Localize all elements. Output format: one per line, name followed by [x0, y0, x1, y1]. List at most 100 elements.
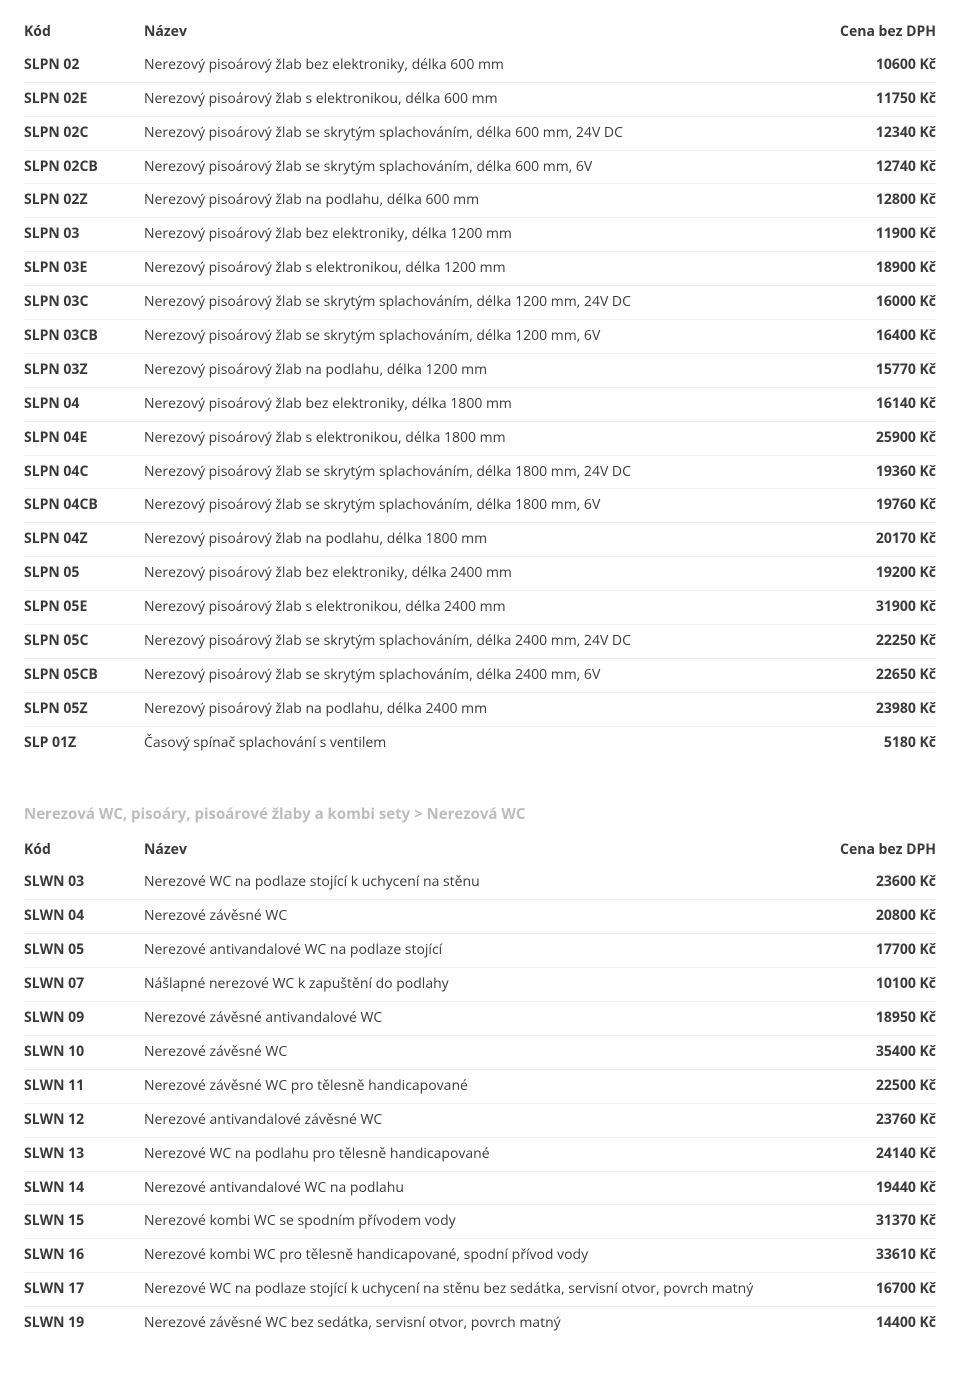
cell-name: Nerezový pisoárový žlab bez elektroniky,…	[144, 387, 806, 421]
table-row: SLPN 03CBNerezový pisoárový žlab se skry…	[24, 320, 936, 354]
cell-code: SLPN 03Z	[24, 353, 144, 387]
cell-code: SLPN 02Z	[24, 184, 144, 218]
cell-code: SLPN 03E	[24, 252, 144, 286]
page: Kód Název Cena bez DPH SLPN 02Nerezový p…	[0, 0, 960, 1380]
cell-code: SLPN 04CB	[24, 489, 144, 523]
cell-name: Nerezový pisoárový žlab s elektronikou, …	[144, 252, 806, 286]
cell-code: SLPN 02CB	[24, 150, 144, 184]
cell-name: Nerezový pisoárový žlab se skrytým splac…	[144, 489, 806, 523]
table-row: SLWN 10Nerezové závěsné WC35400 Kč	[24, 1035, 936, 1069]
cell-code: SLPN 04C	[24, 455, 144, 489]
cell-code: SLPN 04	[24, 387, 144, 421]
cell-name: Nerezový pisoárový žlab se skrytým splac…	[144, 625, 806, 659]
cell-price: 22500 Kč	[806, 1069, 936, 1103]
cell-price: 18900 Kč	[806, 252, 936, 286]
cell-price: 19200 Kč	[806, 557, 936, 591]
cell-price: 31370 Kč	[806, 1205, 936, 1239]
cell-price: 11750 Kč	[806, 82, 936, 116]
table-row: SLWN 15Nerezové kombi WC se spodním přív…	[24, 1205, 936, 1239]
price-table-2: Kód Název Cena bez DPH SLWN 03Nerezové W…	[24, 834, 936, 1340]
cell-code: SLPN 03	[24, 218, 144, 252]
cell-name: Nerezové antivandalové závěsné WC	[144, 1103, 806, 1137]
cell-price: 20800 Kč	[806, 900, 936, 934]
cell-code: SLWN 03	[24, 866, 144, 899]
table-row: SLPN 04ZNerezový pisoárový žlab na podla…	[24, 523, 936, 557]
cell-code: SLWN 05	[24, 934, 144, 968]
cell-name: Nerezové závěsné WC pro tělesně handicap…	[144, 1069, 806, 1103]
cell-name: Nerezový pisoárový žlab se skrytým splac…	[144, 320, 806, 354]
table-row: SLWN 03Nerezové WC na podlaze stojící k …	[24, 866, 936, 899]
cell-price: 12340 Kč	[806, 116, 936, 150]
col-price: Cena bez DPH	[806, 16, 936, 49]
col-price: Cena bez DPH	[806, 834, 936, 867]
table-row: SLPN 02CNerezový pisoárový žlab se skryt…	[24, 116, 936, 150]
table-row: SLPN 03CNerezový pisoárový žlab se skryt…	[24, 286, 936, 320]
cell-price: 19440 Kč	[806, 1171, 936, 1205]
cell-code: SLPN 05	[24, 557, 144, 591]
cell-price: 18950 Kč	[806, 1002, 936, 1036]
table-row: SLPN 04CBNerezový pisoárový žlab se skry…	[24, 489, 936, 523]
cell-price: 16000 Kč	[806, 286, 936, 320]
cell-name: Nerezové antivandalové WC na podlahu	[144, 1171, 806, 1205]
cell-code: SLPN 02C	[24, 116, 144, 150]
cell-name: Nerezový pisoárový žlab na podlahu, délk…	[144, 523, 806, 557]
table-row: SLWN 17Nerezové WC na podlaze stojící k …	[24, 1273, 936, 1307]
cell-price: 17700 Kč	[806, 934, 936, 968]
table-row: SLPN 04CNerezový pisoárový žlab se skryt…	[24, 455, 936, 489]
cell-name: Nerezový pisoárový žlab s elektronikou, …	[144, 82, 806, 116]
table-row: SLPN 05CNerezový pisoárový žlab se skryt…	[24, 625, 936, 659]
table-row: SLWN 14Nerezové antivandalové WC na podl…	[24, 1171, 936, 1205]
cell-code: SLWN 07	[24, 968, 144, 1002]
col-code: Kód	[24, 834, 144, 867]
table-row: SLWN 12Nerezové antivandalové závěsné WC…	[24, 1103, 936, 1137]
cell-price: 35400 Kč	[806, 1035, 936, 1069]
cell-price: 16140 Kč	[806, 387, 936, 421]
cell-name: Nerezový pisoárový žlab bez elektroniky,…	[144, 49, 806, 82]
cell-code: SLPN 03CB	[24, 320, 144, 354]
table-row: SLWN 11Nerezové závěsné WC pro tělesně h…	[24, 1069, 936, 1103]
cell-code: SLWN 04	[24, 900, 144, 934]
cell-code: SLWN 17	[24, 1273, 144, 1307]
table-row: SLPN 05Nerezový pisoárový žlab bez elekt…	[24, 557, 936, 591]
cell-code: SLPN 05C	[24, 625, 144, 659]
cell-name: Nerezové závěsné antivandalové WC	[144, 1002, 806, 1036]
cell-code: SLPN 05Z	[24, 692, 144, 726]
cell-code: SLPN 04E	[24, 421, 144, 455]
col-name: Název	[144, 834, 806, 867]
cell-code: SLWN 14	[24, 1171, 144, 1205]
cell-price: 33610 Kč	[806, 1239, 936, 1273]
table-row: SLWN 04Nerezové závěsné WC20800 Kč	[24, 900, 936, 934]
cell-price: 10100 Kč	[806, 968, 936, 1002]
cell-name: Nerezový pisoárový žlab s elektronikou, …	[144, 421, 806, 455]
cell-code: SLWN 19	[24, 1307, 144, 1340]
table-row: SLWN 16Nerezové kombi WC pro tělesně han…	[24, 1239, 936, 1273]
cell-name: Nerezové kombi WC pro tělesně handicapov…	[144, 1239, 806, 1273]
cell-code: SLPN 03C	[24, 286, 144, 320]
cell-code: SLWN 12	[24, 1103, 144, 1137]
table-row: SLPN 04Nerezový pisoárový žlab bez elekt…	[24, 387, 936, 421]
cell-code: SLWN 15	[24, 1205, 144, 1239]
table-row: SLPN 04ENerezový pisoárový žlab s elektr…	[24, 421, 936, 455]
col-code: Kód	[24, 16, 144, 49]
cell-code: SLWN 09	[24, 1002, 144, 1036]
table-row: SLWN 05Nerezové antivandalové WC na podl…	[24, 934, 936, 968]
cell-price: 12800 Kč	[806, 184, 936, 218]
cell-price: 19360 Kč	[806, 455, 936, 489]
table-row: SLWN 19Nerezové závěsné WC bez sedátka, …	[24, 1307, 936, 1340]
table-row: SLWN 07Nášlapné nerezové WC k zapuštění …	[24, 968, 936, 1002]
cell-code: SLPN 02E	[24, 82, 144, 116]
cell-price: 15770 Kč	[806, 353, 936, 387]
cell-name: Nerezové závěsné WC	[144, 1035, 806, 1069]
cell-code: SLWN 13	[24, 1137, 144, 1171]
cell-price: 10600 Kč	[806, 49, 936, 82]
cell-price: 31900 Kč	[806, 591, 936, 625]
table-row: SLP 01ZČasový spínač splachování s venti…	[24, 726, 936, 759]
cell-price: 16700 Kč	[806, 1273, 936, 1307]
cell-code: SLP 01Z	[24, 726, 144, 759]
cell-name: Nerezový pisoárový žlab se skrytým splac…	[144, 658, 806, 692]
cell-price: 23980 Kč	[806, 692, 936, 726]
table-row: SLPN 03ENerezový pisoárový žlab s elektr…	[24, 252, 936, 286]
cell-name: Nerezový pisoárový žlab se skrytým splac…	[144, 455, 806, 489]
cell-price: 19760 Kč	[806, 489, 936, 523]
table-row: SLPN 02ENerezový pisoárový žlab s elektr…	[24, 82, 936, 116]
